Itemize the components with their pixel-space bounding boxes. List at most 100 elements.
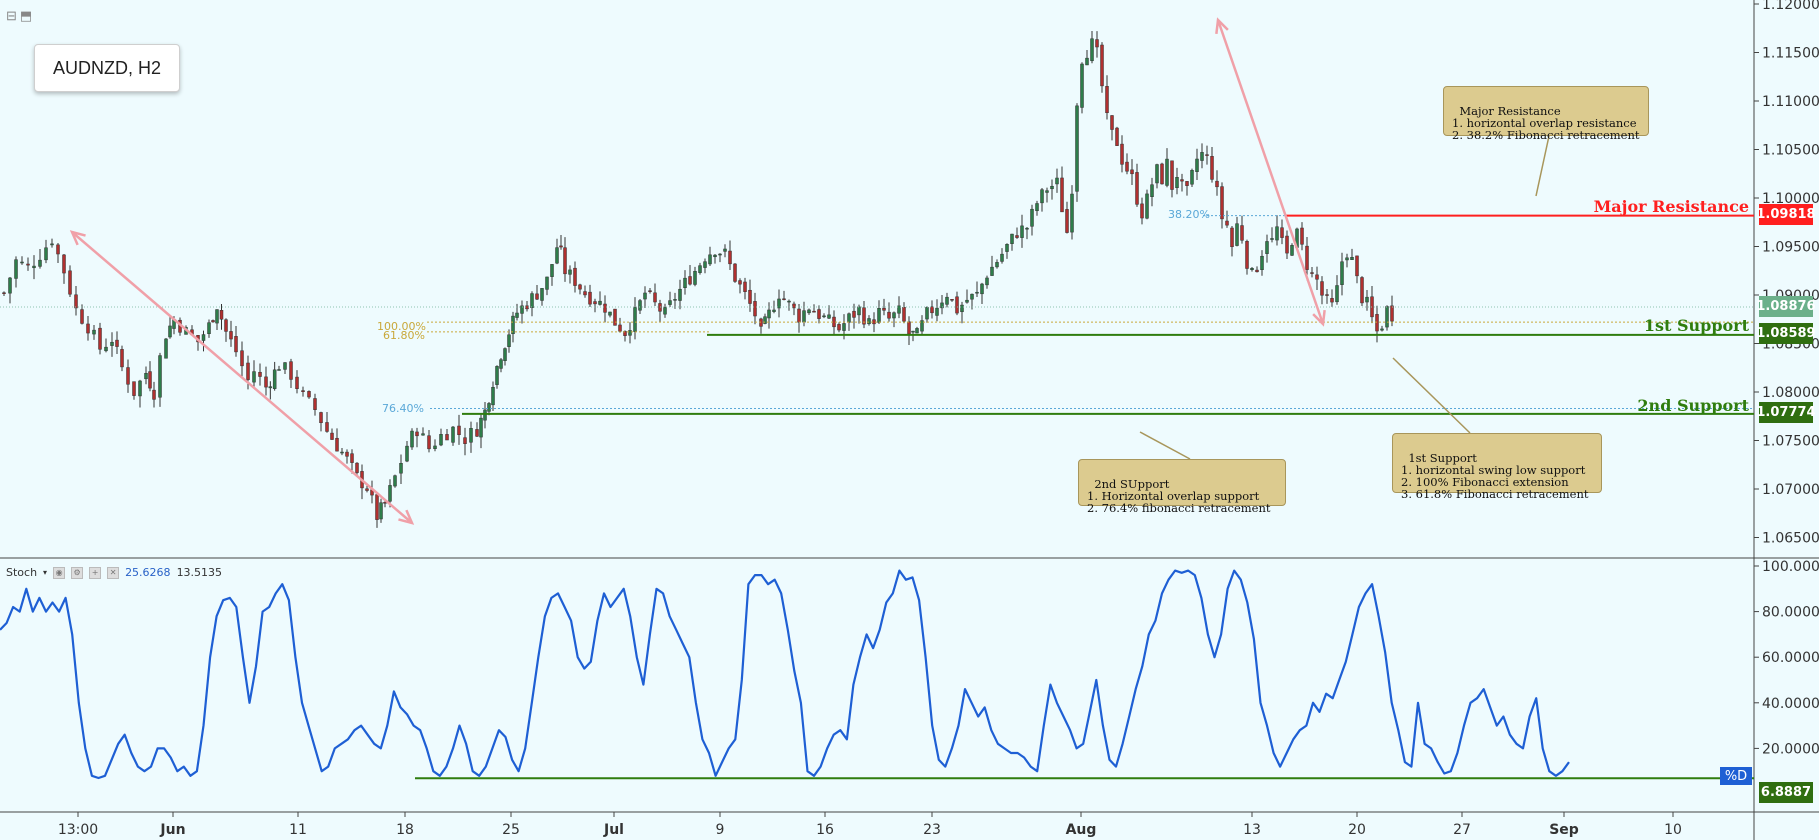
first-support-note-text: 1st Support 1. horizontal swing low supp… (1401, 451, 1589, 501)
add-icon[interactable]: + (89, 566, 102, 579)
candle-body (80, 309, 84, 324)
candle-body (1095, 39, 1099, 48)
candle-body (164, 338, 168, 359)
candle-body (415, 431, 419, 437)
candle-body (475, 429, 479, 437)
candle-body (877, 307, 881, 323)
candle-body (817, 309, 821, 319)
stoch-group (0, 569, 1754, 780)
close-icon[interactable]: ✕ (107, 566, 120, 579)
candle-body (1110, 115, 1114, 130)
time-tick-label: Jun (159, 822, 185, 838)
candle-body (1230, 227, 1234, 248)
candle-body (643, 292, 647, 300)
stoch-level-tag: 6.8887 (1759, 782, 1813, 803)
candle-body (555, 247, 559, 264)
major-resistance-note: Major Resistance 1. horizontal overlap r… (1443, 86, 1649, 141)
stoch-name[interactable]: Stoch (6, 566, 38, 579)
down-arrow-1-head (398, 509, 415, 525)
candle-body (26, 263, 30, 266)
candle-body (897, 305, 901, 314)
stoch-d-line (0, 569, 1570, 780)
candle-body (1060, 177, 1064, 213)
candle-body (902, 307, 906, 322)
candle-body (535, 293, 539, 300)
candle-body (1165, 158, 1169, 186)
candle-body (421, 433, 425, 436)
candle-body (767, 309, 771, 319)
candle-body (1210, 156, 1214, 180)
second-support-note-text: 2nd SUpport 1. Horizontal overlap suppor… (1087, 477, 1271, 515)
candle-body (68, 270, 72, 295)
candle-body (211, 320, 215, 323)
price-tick-label: 1.11500 (1762, 46, 1819, 62)
candle-body (608, 311, 612, 316)
candle-body (940, 302, 944, 309)
candle-body (673, 299, 677, 301)
candle-body (935, 307, 939, 316)
eye-icon[interactable]: ◉ (53, 566, 66, 579)
candle-body (277, 369, 281, 371)
collapse-icon[interactable]: ⊟ (6, 8, 17, 23)
candle-body (405, 445, 409, 462)
price-tick-label: 1.07000 (1762, 482, 1819, 498)
symbol-title-box: AUDNZD, H2 (34, 44, 180, 92)
candle-body (777, 298, 781, 309)
candle-body (120, 349, 124, 368)
candle-body (718, 253, 722, 256)
candle-body (807, 309, 811, 314)
candle-body (633, 307, 637, 332)
down-arrow-1 (69, 230, 415, 525)
candle-body (1080, 63, 1084, 108)
candle-body (44, 247, 48, 261)
candle-body (1215, 180, 1219, 188)
candle-body (862, 307, 866, 325)
candle-body (847, 313, 851, 323)
candle-body (738, 280, 742, 285)
candle-body (307, 391, 311, 398)
candle-body (668, 300, 672, 305)
time-tick-label: 16 (816, 822, 834, 838)
chevron-down-icon[interactable]: ▾ (43, 568, 48, 577)
resistance-note-pointer (1535, 135, 1550, 197)
candle-body (827, 314, 831, 319)
candle-body (568, 269, 572, 275)
candle-body (688, 276, 692, 285)
candle-body (283, 362, 287, 370)
time-tick-label: 25 (502, 822, 520, 838)
candle-body (743, 281, 747, 292)
candle-body (427, 435, 431, 450)
candle-body (355, 462, 359, 473)
candle-body (1330, 298, 1334, 303)
candle-body (457, 425, 461, 436)
candle-body (410, 430, 414, 448)
candle-body (1090, 38, 1094, 62)
candle-body (1310, 272, 1314, 274)
candle-body (930, 306, 934, 314)
candle-body (132, 381, 136, 396)
candle-body (802, 310, 806, 323)
candle-body (1030, 208, 1034, 227)
candle-body (540, 288, 544, 301)
candle-body (14, 259, 18, 279)
stoch-pane[interactable] (0, 560, 1754, 810)
candle-body (393, 475, 397, 487)
candle-body (520, 305, 524, 314)
candle-body (1285, 235, 1289, 254)
time-tick-label: 13 (1243, 822, 1261, 838)
candle-body (728, 250, 732, 265)
fib-618-label: 61.80% (383, 329, 425, 342)
candle-body (1075, 105, 1079, 192)
candle-body (950, 299, 954, 301)
candle-body (797, 308, 801, 323)
maximize-icon[interactable]: ⬒ (19, 8, 33, 23)
candle-body (1015, 235, 1019, 238)
candle-body (753, 301, 757, 317)
second-support-price-tag: 1.07774 (1756, 402, 1816, 423)
settings-icon[interactable]: ⚙ (71, 566, 84, 579)
candle-body (748, 289, 752, 304)
candle-body (62, 254, 66, 274)
candle-body (483, 409, 487, 421)
candle-body (1105, 86, 1109, 114)
candle-body (1270, 238, 1274, 240)
